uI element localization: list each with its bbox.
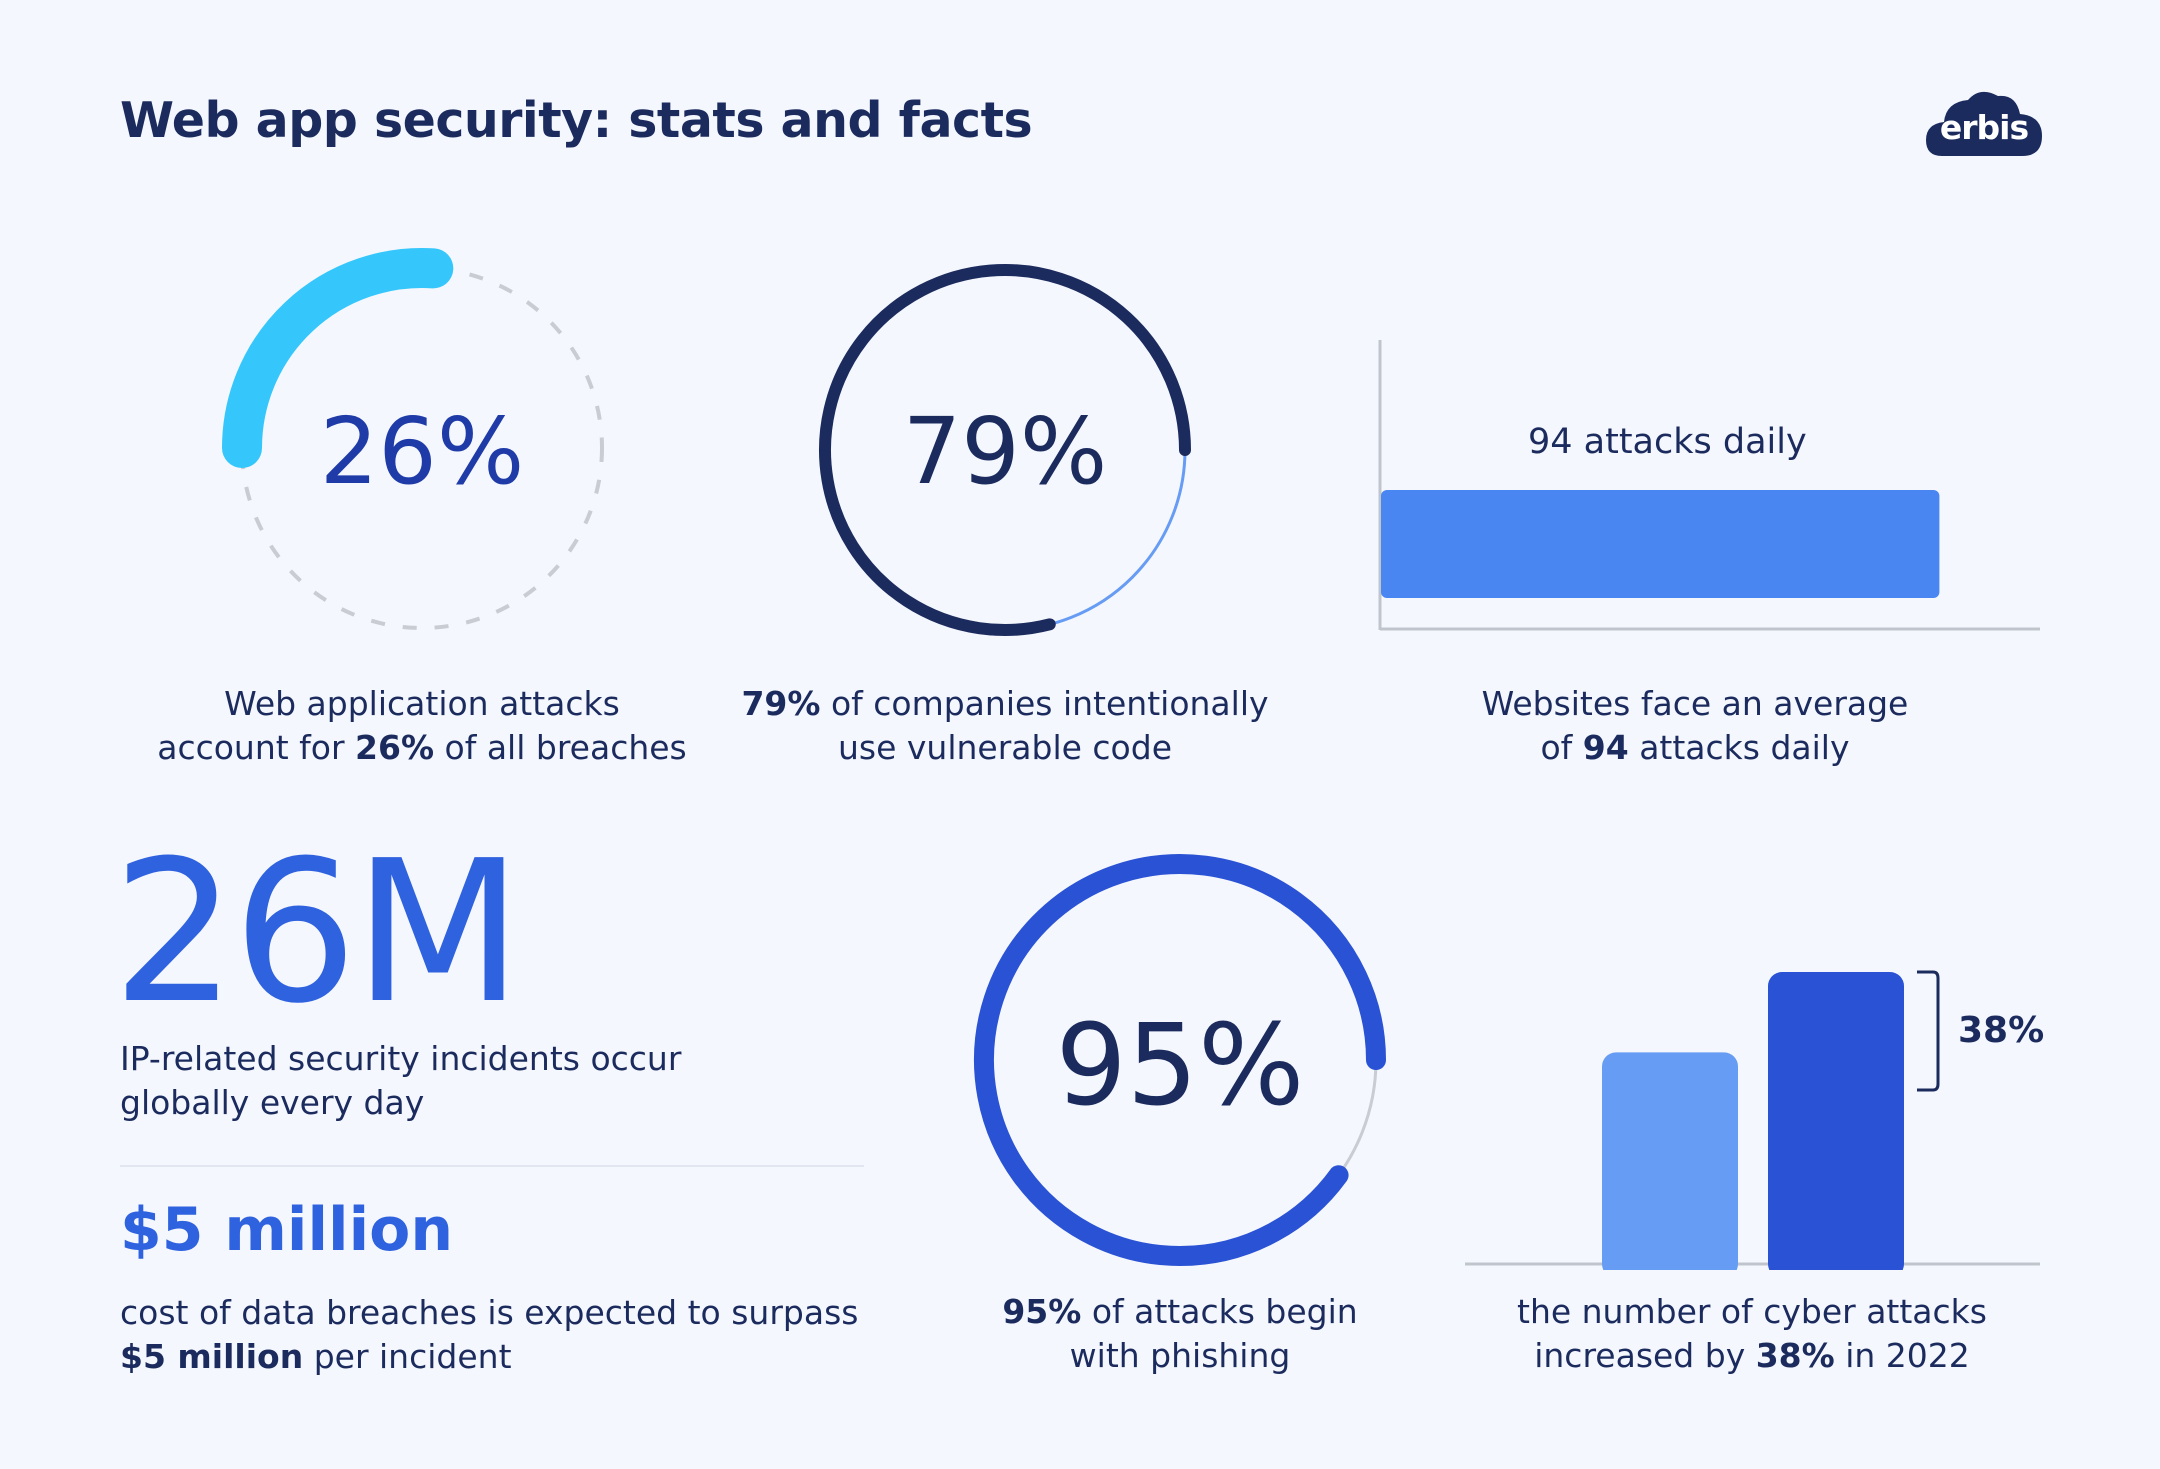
caption-79: 79% of companies intentionally use vulne… (705, 682, 1305, 770)
caption-38-line1: the number of cyber attacks (1517, 1292, 1987, 1331)
vbar-2022 (1768, 972, 1904, 1270)
stat-5m-caption: cost of data breaches is expected to sur… (120, 1291, 858, 1379)
caption-95-line1: 95% of attacks begin (880, 1290, 1480, 1334)
caption-79-line2: use vulnerable code (837, 728, 1172, 767)
stat-26m-caption: IP-related security incidents occur glob… (120, 1037, 681, 1125)
caption-79-line1: 79% of companies intentionally (705, 682, 1305, 726)
ring-chart-95 (974, 854, 1386, 1267)
page-title: Web app security: stats and facts (120, 92, 1033, 149)
logo-text: erbis (1939, 108, 2029, 147)
increase-label: 38% (1958, 1010, 2045, 1051)
hbar-chart-94 (1378, 340, 2040, 631)
caption-38-line2: increased by 38% in 2022 (1452, 1334, 2052, 1378)
stat-5m-value: $5 million (120, 1195, 454, 1265)
stat-26m-value: 26M (112, 819, 523, 1047)
caption-26-pre: account for (157, 728, 356, 767)
caption-95-post: of attacks begin (1081, 1292, 1358, 1331)
caption-38-post: in 2022 (1834, 1336, 1970, 1375)
caption-94-bold: 94 (1582, 728, 1629, 767)
stat-5m-post: per incident (303, 1337, 512, 1376)
donut-26-arc (222, 248, 454, 468)
stat-26m-line2: globally every day (120, 1083, 425, 1122)
caption-95-line2: with phishing (1069, 1336, 1291, 1375)
vbar-before-2022 (1602, 1052, 1738, 1270)
ring-95-arc (974, 854, 1386, 1267)
caption-94-post: attacks daily (1628, 728, 1850, 767)
caption-26-line1: Web application attacks (224, 684, 620, 723)
caption-79-post: of companies intentionally (820, 684, 1269, 723)
increase-bracket (1917, 970, 1940, 1092)
caption-95: 95% of attacks begin with phishing (880, 1290, 1480, 1378)
caption-79-bold: 79% (741, 684, 821, 723)
caption-26-post: of all breaches (434, 728, 687, 767)
donut-26-track (240, 266, 604, 630)
stat-5m-line2: $5 million per incident (120, 1335, 858, 1379)
hbar-94-label: 94 attacks daily (1528, 422, 1807, 462)
erbis-logo[interactable]: erbis (1924, 88, 2044, 158)
stat-5m-line1: cost of data breaches is expected to sur… (120, 1293, 859, 1332)
caption-38-pre: increased by (1534, 1336, 1756, 1375)
ring-79-value: 79% (902, 398, 1108, 505)
caption-38-bold: 38% (1755, 1336, 1835, 1375)
ring-chart-79 (819, 264, 1191, 636)
caption-94: Websites face an average of 94 attacks d… (1395, 682, 1995, 770)
stat-26m-line1: IP-related security incidents occur (120, 1039, 682, 1078)
vbar-chart-38 (1465, 970, 2040, 1270)
donut-chart-26 (222, 248, 604, 630)
ring-79-arc (819, 264, 1191, 636)
divider (120, 1165, 864, 1167)
caption-26: Web application attacks account for 26% … (122, 682, 722, 770)
donut-26-value: 26% (319, 398, 525, 505)
caption-94-pre: of (1540, 728, 1583, 767)
caption-94-line2: of 94 attacks daily (1395, 726, 1995, 770)
cloud-icon (1926, 91, 2042, 156)
caption-95-bold: 95% (1002, 1292, 1082, 1331)
stat-5m-bold: $5 million (120, 1337, 304, 1376)
caption-26-bold: 26% (355, 728, 435, 767)
caption-38: the number of cyber attacks increased by… (1452, 1290, 2052, 1378)
hbar-94-bar (1381, 490, 1940, 598)
caption-26-line2: account for 26% of all breaches (122, 726, 722, 770)
ring-95-value: 95% (1055, 1001, 1305, 1131)
caption-94-line1: Websites face an average (1481, 684, 1909, 723)
